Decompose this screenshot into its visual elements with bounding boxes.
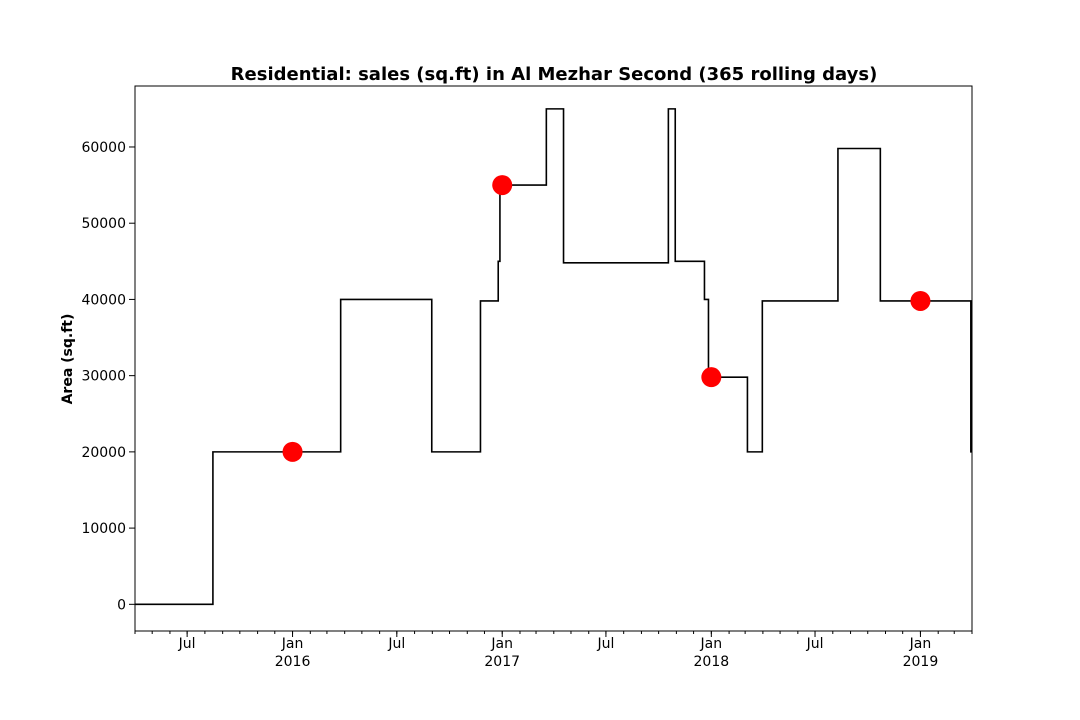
x-tick-label: Jan bbox=[281, 636, 304, 652]
x-tick-year-label: 2019 bbox=[903, 654, 939, 670]
year-marker-point bbox=[492, 175, 513, 196]
y-tick-label: 50000 bbox=[81, 216, 126, 232]
x-tick-label: Jul bbox=[596, 636, 614, 652]
plot-frame bbox=[134, 85, 973, 632]
area-step-line bbox=[135, 108, 972, 606]
chart-title: Residential: sales (sq.ft) in Al Mezhar … bbox=[231, 64, 878, 85]
x-tick-label: Jan bbox=[490, 636, 513, 652]
x-tick-year-label: 2018 bbox=[694, 654, 730, 670]
x-tick-label: Jan bbox=[700, 636, 723, 652]
year-marker-point bbox=[701, 367, 722, 388]
marker-layer bbox=[282, 175, 931, 462]
y-tick-label: 20000 bbox=[81, 445, 126, 461]
y-tick-label: 0 bbox=[117, 597, 126, 613]
x-tick-label: Jan bbox=[909, 636, 932, 652]
x-tick-year-label: 2017 bbox=[484, 654, 520, 670]
year-marker-point bbox=[282, 441, 303, 462]
series-layer bbox=[135, 108, 972, 606]
x-tick-label: Jul bbox=[806, 636, 824, 652]
x-tick-label: Jul bbox=[387, 636, 405, 652]
x-tick-label: Jul bbox=[178, 636, 196, 652]
x-axis: Jul Jan 2016 Jul Jan 2017 Jul Jan 2018 Jul Jan 2019 bbox=[134, 631, 973, 670]
y-tick-label: 30000 bbox=[81, 369, 126, 385]
y-axis-label: Area (sq.ft) bbox=[60, 314, 76, 405]
x-tick-year-label: 2016 bbox=[275, 654, 311, 670]
year-marker-point bbox=[910, 290, 931, 311]
y-tick-label: 40000 bbox=[81, 292, 126, 308]
y-axis: 0 10000 20000 30000 40000 50000 60000 bbox=[81, 140, 135, 613]
y-tick-label: 60000 bbox=[81, 140, 126, 156]
y-tick-label: 10000 bbox=[81, 521, 126, 537]
